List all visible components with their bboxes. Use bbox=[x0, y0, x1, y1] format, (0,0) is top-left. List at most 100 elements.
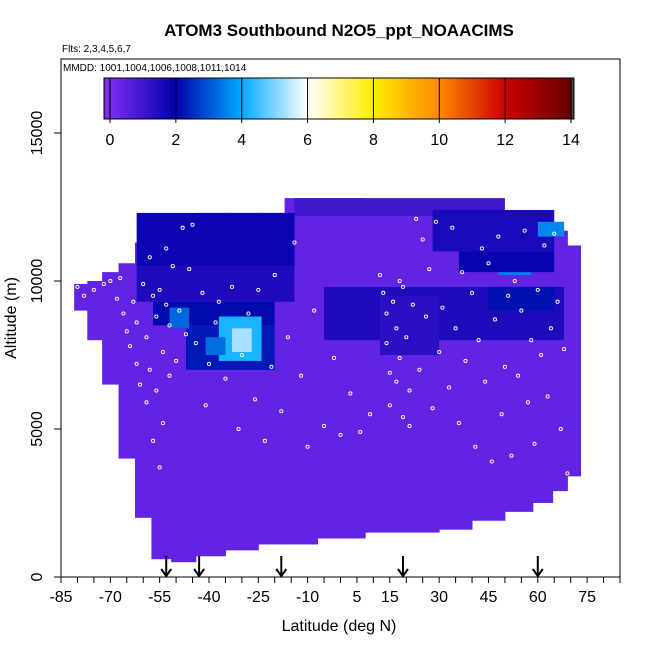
colorbar-segment bbox=[541, 78, 546, 119]
observation-point bbox=[269, 364, 274, 369]
colorbar-segment bbox=[501, 78, 506, 119]
colorbar-segment bbox=[465, 78, 470, 119]
observation-point bbox=[545, 394, 550, 399]
observation-point bbox=[460, 270, 465, 275]
colorbar-segment bbox=[518, 78, 523, 119]
observation-point bbox=[206, 361, 212, 366]
profile-arrows bbox=[160, 556, 544, 578]
observation-point bbox=[368, 412, 373, 417]
colorbar-segment bbox=[478, 78, 483, 119]
observation-point bbox=[509, 453, 514, 458]
colorbar-segment bbox=[452, 78, 457, 119]
colorbar-segment bbox=[182, 78, 187, 119]
colorbar-segment bbox=[189, 78, 193, 119]
observation-point bbox=[124, 329, 129, 334]
colorbar-segment bbox=[175, 78, 180, 119]
colorbar-segment bbox=[406, 78, 411, 119]
observation-point bbox=[548, 326, 553, 331]
observation-point bbox=[558, 426, 563, 432]
field-column bbox=[118, 263, 136, 459]
observation-point bbox=[160, 421, 165, 426]
colorbar-segment bbox=[133, 78, 137, 119]
colorbar-segment bbox=[212, 78, 216, 119]
observation-point bbox=[404, 335, 409, 340]
colorbar-segment bbox=[172, 78, 177, 119]
colorbar-segment bbox=[333, 78, 338, 119]
x-tick-label: -70 bbox=[99, 589, 122, 606]
observation-point bbox=[565, 471, 570, 476]
observation-point bbox=[154, 314, 159, 319]
observation-point bbox=[552, 231, 557, 236]
observation-point bbox=[384, 341, 389, 346]
colorbar-segment bbox=[241, 78, 246, 119]
colorbar-segment bbox=[409, 78, 414, 119]
observation-point bbox=[499, 412, 504, 417]
chart-title: ATOM3 Southbound N2O5_ppt_NOAACIMS bbox=[164, 21, 514, 40]
observation-point bbox=[272, 273, 277, 278]
observation-point bbox=[423, 314, 429, 319]
colorbar-segment bbox=[564, 78, 569, 119]
colorbar-segment bbox=[422, 78, 427, 119]
observation-point bbox=[463, 358, 468, 363]
colorbar-segment bbox=[198, 78, 203, 119]
observation-point bbox=[562, 347, 567, 352]
observation-point bbox=[193, 341, 198, 346]
heatmap-patch bbox=[379, 295, 440, 355]
x-axis-label: Latitude (deg N) bbox=[282, 618, 397, 635]
observation-point bbox=[147, 255, 152, 260]
observation-point bbox=[170, 264, 175, 269]
x-tick-label: 15 bbox=[381, 589, 399, 606]
colorbar-segment bbox=[350, 78, 355, 119]
colorbar-segment bbox=[376, 78, 381, 119]
colorbar-segment bbox=[192, 78, 197, 119]
colorbar-segment bbox=[271, 78, 276, 119]
observation-point bbox=[358, 429, 363, 435]
field-column bbox=[317, 198, 366, 539]
colorbar-segment bbox=[396, 78, 401, 119]
colorbar-segment bbox=[248, 78, 253, 119]
observation-point bbox=[252, 397, 258, 402]
colorbar-segment bbox=[327, 78, 332, 119]
colorbar-segment bbox=[218, 78, 223, 119]
observation-point bbox=[285, 335, 290, 340]
heatmap-patch bbox=[488, 286, 555, 311]
field-column bbox=[552, 230, 568, 492]
colorbar-segment bbox=[488, 78, 493, 119]
colorbar-segment bbox=[363, 78, 368, 119]
observation-point bbox=[430, 406, 435, 411]
observation-point bbox=[348, 391, 353, 396]
colorbar-segment bbox=[353, 78, 358, 119]
observation-point bbox=[236, 426, 241, 432]
colorbar-segment bbox=[567, 78, 572, 119]
observation-point bbox=[144, 335, 149, 340]
colorbar-segment bbox=[429, 78, 434, 119]
colorbar-segment bbox=[205, 78, 210, 119]
observation-point bbox=[213, 320, 218, 325]
observation-point bbox=[512, 278, 517, 284]
x-tick-label: 30 bbox=[430, 589, 448, 606]
colorbar-tick-label: 8 bbox=[369, 132, 378, 149]
colorbar-segment bbox=[297, 78, 302, 119]
colorbar-segment bbox=[294, 78, 299, 119]
observation-point bbox=[118, 275, 123, 281]
observation-point bbox=[154, 388, 159, 393]
colorbar-segment bbox=[139, 78, 144, 119]
observation-point bbox=[489, 459, 494, 464]
colorbar-segment bbox=[505, 78, 510, 119]
x-tick-label: -25 bbox=[247, 589, 270, 606]
observation-point bbox=[134, 361, 139, 366]
colorbar-segment bbox=[360, 78, 365, 119]
colorbar-tick-label: 14 bbox=[562, 132, 580, 149]
colorbar-segment bbox=[482, 78, 486, 119]
colorbar-segment bbox=[435, 78, 440, 119]
colorbar-segment bbox=[557, 78, 562, 119]
colorbar-segment bbox=[475, 78, 480, 119]
colorbar-segment bbox=[442, 78, 447, 119]
colorbar-segment bbox=[215, 78, 220, 119]
x-tick-label: -85 bbox=[49, 589, 72, 606]
colorbar-segment bbox=[268, 78, 272, 119]
x-tick-label: -40 bbox=[197, 589, 220, 606]
colorbar-segment bbox=[314, 78, 319, 119]
observation-point bbox=[506, 293, 511, 298]
observation-point bbox=[397, 278, 402, 284]
